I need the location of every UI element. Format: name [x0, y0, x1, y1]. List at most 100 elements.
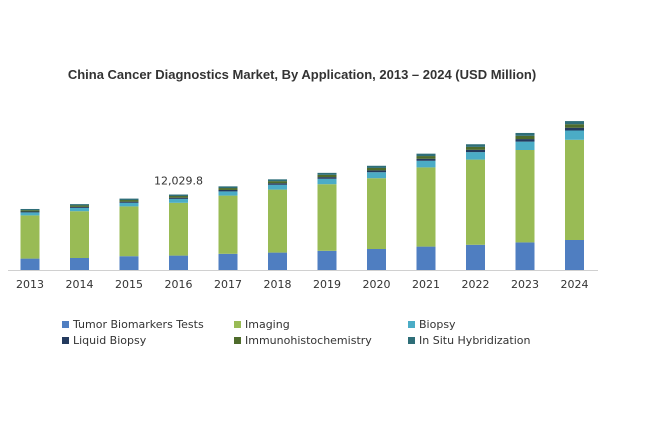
bar-segment-2023-2	[515, 141, 535, 150]
bar-segment-2018-0	[268, 252, 287, 270]
bar-segment-2014-2	[70, 207, 89, 212]
bar-segment-2023-0	[515, 242, 535, 270]
bar-segment-2020-0	[367, 249, 386, 270]
bar-segment-2019-4	[317, 174, 337, 178]
legend-swatch	[234, 337, 241, 344]
bar-segment-2019-3	[317, 177, 337, 179]
bar-segment-2013-1	[20, 215, 40, 259]
legend-item: Biopsy	[408, 318, 456, 331]
bar-segment-2014-1	[70, 211, 89, 258]
bar-segment-2019-1	[317, 184, 337, 251]
bar-segment-2013-5	[20, 208, 40, 211]
bar-segment-2020-2	[367, 172, 386, 179]
x-tick-label: 2019	[313, 278, 341, 291]
bar-segment-2021-5	[416, 153, 436, 157]
x-tick-label: 2024	[561, 278, 589, 291]
bar-segment-2017-1	[218, 195, 238, 254]
bar-segment-2016-5	[169, 194, 188, 197]
bar-segment-2016-0	[169, 255, 188, 270]
legend-swatch	[62, 321, 69, 328]
bar-segment-2022-5	[466, 144, 485, 147]
bar-segment-2021-3	[416, 158, 436, 161]
bar-segment-2016-3	[169, 197, 188, 199]
bar-segment-2017-3	[218, 189, 238, 192]
bar-segment-2018-1	[268, 189, 287, 253]
bar-segment-2021-2	[416, 160, 436, 168]
bar-segment-2019-5	[317, 172, 337, 175]
bar-segment-2022-4	[466, 146, 485, 150]
bar-stack-2023	[515, 132, 535, 270]
bar-segment-2017-5	[218, 186, 238, 189]
legend-swatch	[234, 321, 241, 328]
bar-segment-2014-0	[70, 258, 89, 270]
bar-segment-2015-0	[119, 256, 139, 270]
x-tick-label: 2020	[363, 278, 391, 291]
bar-segment-2024-3	[565, 127, 584, 131]
bar-segment-2024-1	[565, 139, 584, 240]
x-tick-label: 2015	[115, 278, 143, 291]
bar-segment-2023-4	[515, 135, 535, 140]
bar-stack-2021	[416, 153, 436, 270]
bar-segment-2015-4	[119, 200, 139, 202]
bar-segment-2020-4	[367, 167, 386, 171]
bar-segment-2022-3	[466, 149, 485, 153]
x-tick-label: 2014	[66, 278, 94, 291]
bar-segment-2017-0	[218, 253, 238, 270]
bar-stack-2024	[565, 121, 584, 270]
legend-item: Imaging	[234, 318, 290, 331]
bar-segment-2017-2	[218, 191, 238, 196]
bar-segment-2015-3	[119, 201, 139, 203]
bar-segment-2021-4	[416, 156, 436, 159]
bar-segment-2016-4	[169, 196, 188, 198]
x-tick-label: 2023	[511, 278, 539, 291]
bar-segment-2013-2	[20, 212, 40, 216]
x-tick-label: 2017	[214, 278, 242, 291]
bar-segment-2017-4	[218, 188, 238, 190]
legend-item: Immunohistochemistry	[234, 334, 372, 347]
x-tick-label: 2016	[165, 278, 193, 291]
bar-segment-2018-2	[268, 184, 287, 190]
bar-segment-2020-1	[367, 178, 386, 249]
bar-segment-2021-0	[416, 246, 436, 270]
bar-segment-2013-3	[20, 211, 40, 213]
legend-swatch	[408, 321, 415, 328]
bar-segment-2015-5	[119, 198, 139, 201]
legend-label: Imaging	[245, 318, 290, 331]
bar-segment-2014-3	[70, 206, 89, 208]
bar-stack-2013	[20, 208, 40, 270]
bar-stack-2016	[169, 194, 188, 270]
bar-segment-2023-3	[515, 139, 535, 142]
bar-segment-2022-0	[466, 244, 485, 270]
bar-segment-2018-4	[268, 181, 287, 184]
bar-segment-2016-1	[169, 202, 188, 256]
bar-stack-2014	[70, 204, 89, 270]
legend-label: Tumor Biomarkers Tests	[73, 318, 204, 331]
bar-stack-2017	[218, 186, 238, 270]
bar-segment-2024-0	[565, 240, 584, 270]
data-label: 12,029.8	[154, 175, 203, 188]
x-tick-label: 2022	[462, 278, 490, 291]
legend-label: Biopsy	[419, 318, 456, 331]
x-tick-label: 2018	[264, 278, 292, 291]
legend: Tumor Biomarkers Tests Imaging Biopsy Liqui…	[62, 318, 582, 354]
bar-segment-2021-1	[416, 167, 436, 247]
bar-stack-2020	[367, 165, 386, 270]
chart-title: China Cancer Diagnostics Market, By Appl…	[67, 67, 537, 82]
bar-stack-2019	[317, 172, 337, 270]
legend-item: Tumor Biomarkers Tests	[62, 318, 204, 331]
bar-stack-2018	[268, 179, 287, 270]
bar-segment-2014-5	[70, 204, 89, 206]
bar-segment-2024-5	[565, 121, 584, 125]
bar-segment-2023-5	[515, 132, 535, 136]
bar-segment-2013-0	[20, 258, 40, 270]
bar-segment-2015-2	[119, 202, 139, 207]
bar-stack-2022	[466, 144, 485, 270]
bar-segment-2019-2	[317, 178, 337, 185]
bar-segment-2019-0	[317, 250, 337, 270]
bar-segment-2018-3	[268, 183, 287, 185]
bar-segment-2018-5	[268, 179, 287, 182]
legend-label: Immunohistochemistry	[245, 334, 372, 347]
legend-swatch	[408, 337, 415, 344]
